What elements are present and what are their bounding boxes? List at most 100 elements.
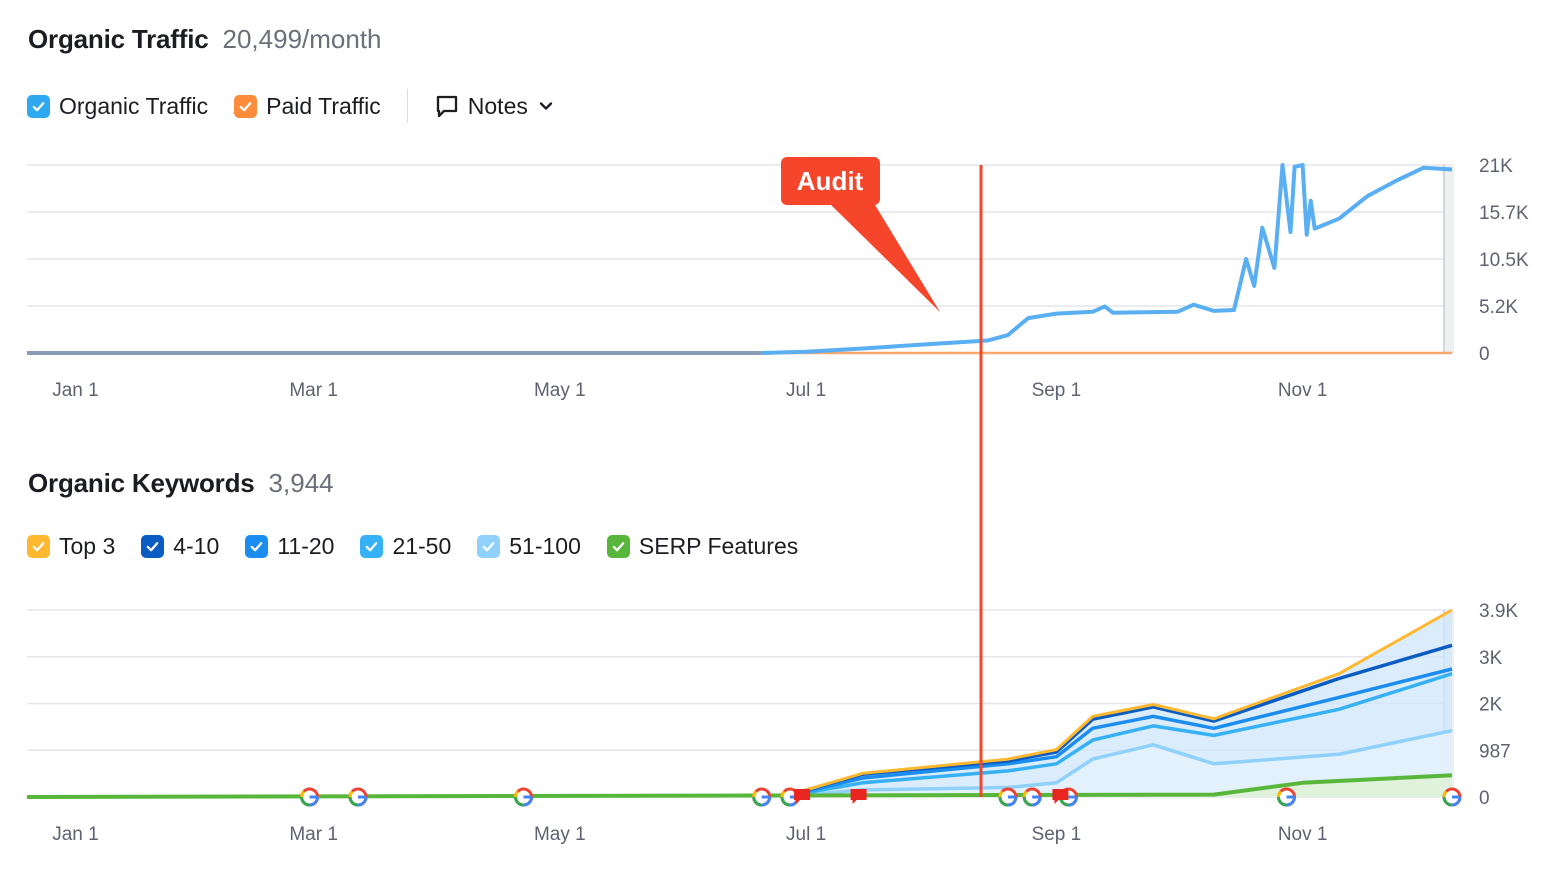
- legend-label: Organic Traffic: [59, 92, 209, 119]
- legend-label: Top 3: [59, 533, 116, 559]
- keywords-area-fill: [781, 610, 1452, 797]
- y-tick-label: 987: [1479, 741, 1511, 762]
- notes-label: Notes: [467, 92, 528, 119]
- google-icon-green: [752, 796, 762, 807]
- keywords-legend: Top 3 4-10 11-20 21-50 51-100 SERP Featu…: [27, 533, 824, 560]
- legend-label: 21-50: [392, 533, 452, 559]
- keywords-value: 3,944: [268, 468, 334, 498]
- google-icon-green: [514, 796, 524, 807]
- legend-serp-features[interactable]: SERP Features: [606, 533, 799, 560]
- legend-label: Paid Traffic: [266, 92, 381, 119]
- google-icon-green: [1022, 796, 1033, 807]
- x-tick-label: Jan 1: [52, 824, 98, 845]
- x-tick-label: Jan 1: [52, 380, 98, 401]
- x-tick-label: May 1: [534, 380, 586, 401]
- y-tick-label: 0: [1479, 344, 1490, 365]
- audit-label: Audit: [797, 166, 864, 196]
- series-serp-features: [26, 773, 1453, 799]
- x-tick-label: May 1: [534, 824, 586, 845]
- y-tick-label: 2K: [1479, 695, 1503, 716]
- x-tick-label: Nov 1: [1278, 380, 1328, 401]
- checkbox-icon[interactable]: [245, 535, 269, 558]
- legend-21-50[interactable]: 21-50: [360, 533, 451, 560]
- y-tick-label: 15.7K: [1479, 203, 1529, 224]
- y-tick-label: 5.2K: [1479, 297, 1518, 318]
- flag-icon: [794, 789, 811, 804]
- google-icon-yellow: [752, 790, 758, 798]
- google-update-icon: [1022, 787, 1042, 807]
- legend-top-3[interactable]: Top 3: [27, 533, 115, 560]
- google-icon-yellow: [998, 790, 1004, 798]
- audit-pointer: [826, 200, 940, 312]
- traffic-value: 20,499/month: [222, 24, 382, 54]
- checkbox-icon[interactable]: [141, 535, 165, 558]
- legend-4-10[interactable]: 4-10: [141, 533, 219, 560]
- series-top-3: [781, 608, 1453, 799]
- chevron-down-icon: [539, 102, 553, 110]
- traffic-chart: 21K 15.7K 10.5K 5.2K 0 Jan 1 Mar 1 May 1 Jul 1 Se…: [27, 156, 1529, 401]
- legend-organic-traffic[interactable]: Organic Traffic: [27, 93, 208, 120]
- checkbox-icon[interactable]: [477, 535, 501, 558]
- comment-icon: [436, 95, 457, 118]
- legend-label: SERP Features: [638, 533, 799, 559]
- google-icon-yellow: [300, 790, 306, 798]
- traffic-legend: Organic Traffic Paid Traffic Notes: [27, 89, 556, 123]
- keywords-header: Organic Keywords 3,944: [28, 468, 334, 499]
- google-update-icon: [348, 787, 368, 807]
- y-tick-label: 3.9K: [1479, 601, 1518, 622]
- google-icon-green: [780, 796, 791, 807]
- x-tick-label: Sep 1: [1032, 380, 1082, 401]
- google-update-icon: [300, 787, 320, 807]
- series-51-100: [781, 728, 1453, 799]
- google-icon-yellow: [1022, 790, 1028, 798]
- y-tick-label: 21K: [1479, 156, 1513, 177]
- legend-51-100[interactable]: 51-100: [477, 533, 581, 560]
- flag-icon: [1052, 789, 1069, 804]
- legend-11-20[interactable]: 11-20: [245, 533, 334, 560]
- x-tick-label: Jul 1: [786, 380, 826, 401]
- traffic-title: Organic Traffic: [28, 24, 209, 54]
- checkbox-icon[interactable]: [27, 535, 50, 558]
- google-update-icon: [998, 787, 1018, 807]
- checkbox-icon[interactable]: [606, 535, 630, 558]
- legend-divider: [406, 89, 408, 123]
- traffic-header: Organic Traffic 20,499/month: [28, 24, 382, 55]
- notes-dropdown[interactable]: Notes: [434, 93, 556, 120]
- google-update-icon: [1442, 787, 1462, 807]
- audit-badge: [781, 157, 880, 205]
- legend-paid-traffic[interactable]: Paid Traffic: [234, 93, 381, 120]
- google-update-icon: [514, 787, 534, 807]
- series-21-50: [781, 672, 1453, 799]
- keywords-area-fill-51-100: [781, 730, 1452, 797]
- legend-label: 4-10: [173, 533, 220, 559]
- legend-label: 51-100: [509, 533, 581, 559]
- serp-area-fill: [27, 775, 1452, 797]
- checkbox-icon[interactable]: [27, 94, 50, 118]
- x-tick-label: Mar 1: [289, 824, 338, 845]
- checkbox-icon[interactable]: [360, 535, 384, 558]
- google-icon-green: [1276, 796, 1287, 807]
- flag-icon: [850, 789, 867, 804]
- x-tick-label: Sep 1: [1032, 824, 1082, 845]
- x-tick-label: Mar 1: [289, 380, 338, 401]
- google-icon-green: [998, 796, 1009, 807]
- legend-label: 11-20: [277, 533, 335, 559]
- keywords-title: Organic Keywords: [28, 468, 255, 498]
- google-icon-yellow: [780, 790, 786, 798]
- x-tick-label: Jul 1: [786, 824, 826, 845]
- checkbox-icon[interactable]: [234, 94, 258, 118]
- google-icon-green: [348, 796, 359, 807]
- x-tick-label: Nov 1: [1278, 824, 1328, 845]
- y-tick-label: 3K: [1479, 648, 1503, 669]
- series-organic-traffic: [761, 163, 1453, 355]
- series-11-20: [781, 667, 1453, 799]
- google-icon-green: [300, 796, 310, 807]
- scroll-edge: [1444, 165, 1454, 353]
- google-icon-yellow: [1442, 790, 1448, 798]
- google-icon-green: [1442, 796, 1453, 807]
- google-update-icon: [752, 787, 772, 807]
- google-icon-yellow: [348, 790, 354, 798]
- google-icon-yellow: [1276, 790, 1283, 798]
